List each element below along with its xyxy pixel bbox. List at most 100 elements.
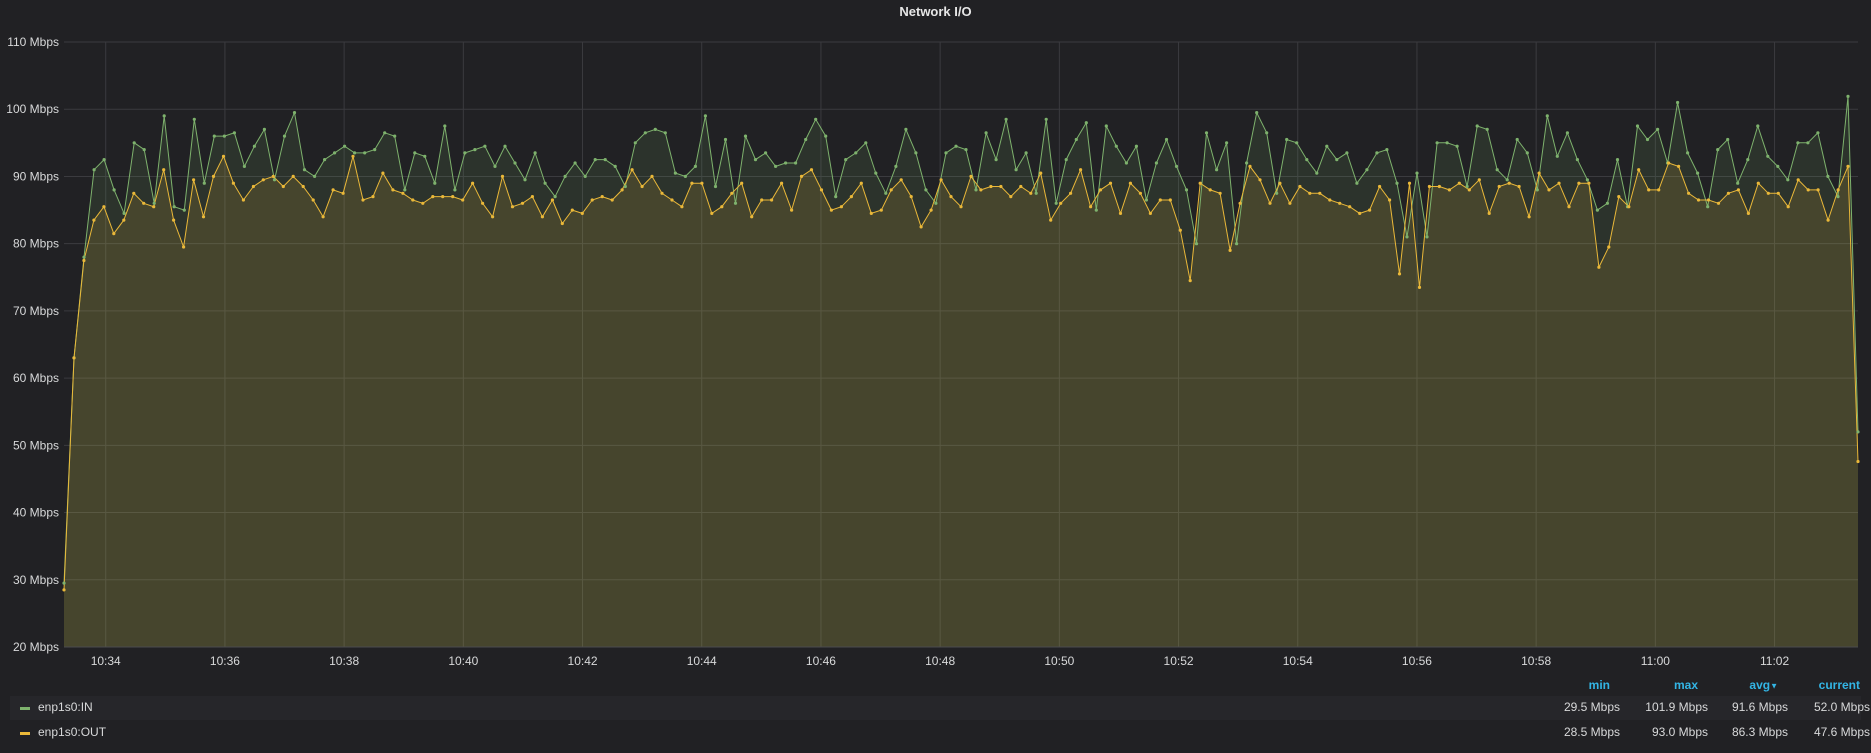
data-point (1238, 201, 1242, 205)
y-tick-label: 30 Mbps (13, 573, 59, 587)
legend-header-avg[interactable]: avg▼ (1700, 678, 1778, 694)
data-point (1736, 181, 1740, 185)
series-points (62, 94, 1860, 592)
data-point (443, 124, 447, 128)
data-point (361, 198, 365, 202)
data-point (999, 184, 1003, 189)
data-point (1515, 137, 1519, 142)
data-point (1657, 188, 1661, 192)
data-point (313, 174, 317, 178)
data-point (1225, 141, 1229, 145)
data-point (431, 195, 435, 199)
data-point (1647, 188, 1651, 192)
data-point (1064, 158, 1068, 162)
data-point (854, 151, 858, 155)
data-point (944, 151, 948, 155)
data-point (1696, 198, 1701, 202)
data-point (1019, 184, 1023, 189)
legend-row-in[interactable]: enp1s0:IN 29.5 Mbps 101.9 Mbps 91.6 Mbps… (10, 696, 1870, 720)
data-point (1786, 178, 1790, 182)
legend-series-name[interactable]: enp1s0:IN (38, 700, 93, 714)
data-point (252, 144, 256, 148)
data-point (1069, 191, 1073, 195)
data-point (1687, 191, 1691, 195)
y-axis: 20 Mbps 30 Mbps 40 Mbps 50 Mbps 60 Mbps 70 Mb… (6, 35, 59, 654)
data-point (132, 141, 136, 145)
data-point (889, 188, 893, 192)
data-point (1477, 178, 1481, 182)
data-point (311, 198, 315, 202)
data-point (192, 117, 196, 121)
data-point (1108, 181, 1113, 185)
legend-header-max[interactable]: max (1673, 678, 1698, 692)
x-tick-label: 10:48 (925, 654, 955, 668)
legend-header-current[interactable]: current (1818, 678, 1860, 692)
data-point (102, 205, 106, 209)
data-point (1188, 279, 1192, 283)
legend-avg-value: 91.6 Mbps (1731, 700, 1788, 714)
data-point (1756, 181, 1760, 185)
legend-series-name[interactable]: enp1s0:OUT (38, 725, 107, 739)
legend-current-value: 52.0 Mbps (1813, 700, 1870, 714)
data-point (142, 148, 146, 152)
data-point (904, 127, 908, 131)
data-point (1706, 205, 1710, 209)
data-point (371, 195, 375, 199)
data-point (713, 184, 718, 189)
series-color-swatch[interactable] (20, 707, 30, 710)
data-point (653, 127, 657, 131)
data-point (1736, 188, 1740, 192)
data-point (513, 161, 517, 165)
data-point (321, 215, 325, 219)
data-point (553, 195, 557, 199)
data-point (859, 181, 863, 185)
data-point (1467, 188, 1471, 192)
data-point (1174, 164, 1179, 168)
data-point (421, 201, 425, 205)
data-point (172, 205, 176, 209)
series-color-swatch[interactable] (20, 732, 30, 735)
data-point (994, 158, 998, 162)
legend-header-min[interactable]: min (1588, 678, 1610, 692)
data-point (1194, 242, 1199, 246)
data-point (1447, 188, 1451, 192)
data-point (403, 188, 407, 192)
legend-row-out[interactable]: enp1s0:OUT 28.5 Mbps 93.0 Mbps 86.3 Mbps… (10, 721, 1870, 745)
data-point (1726, 191, 1730, 195)
panel-title: Network I/O (899, 4, 972, 19)
data-point (1575, 158, 1579, 162)
data-point (1617, 195, 1621, 199)
data-point (640, 184, 644, 189)
data-point (760, 198, 764, 202)
data-point (1435, 141, 1439, 145)
data-point (824, 134, 828, 138)
data-point (1004, 117, 1008, 121)
data-point (1776, 191, 1780, 195)
data-point (1118, 211, 1123, 215)
data-point (1365, 168, 1369, 172)
data-point (1138, 191, 1142, 195)
data-point (473, 148, 477, 152)
x-tick-label: 11:02 (1760, 654, 1789, 668)
data-point (1746, 158, 1750, 162)
data-point (1308, 191, 1312, 195)
data-point (353, 151, 357, 155)
x-tick-label: 10:56 (1402, 654, 1432, 668)
data-point (463, 151, 467, 155)
data-point (1716, 201, 1721, 205)
data-point (423, 154, 427, 158)
data-point (623, 184, 627, 189)
data-point (1158, 198, 1162, 202)
data-point (1527, 215, 1531, 219)
data-point (1816, 188, 1820, 192)
x-tick-label: 10:44 (687, 654, 717, 668)
data-point (573, 161, 577, 165)
data-point (869, 211, 873, 215)
data-point (1218, 191, 1222, 195)
data-point (879, 208, 883, 212)
data-point (503, 144, 507, 148)
data-point (510, 205, 515, 209)
data-point (1565, 131, 1569, 135)
data-point (580, 211, 584, 215)
data-point (1656, 127, 1660, 131)
